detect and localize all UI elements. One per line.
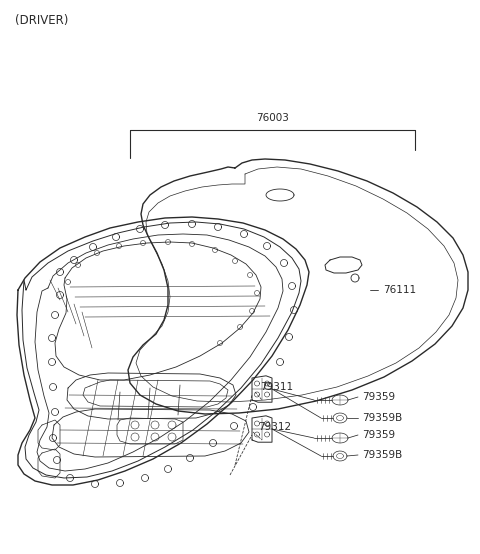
Text: 79312: 79312 <box>258 422 291 432</box>
Text: 79311: 79311 <box>260 382 293 392</box>
Text: 76003: 76003 <box>256 113 289 123</box>
Text: (DRIVER): (DRIVER) <box>15 14 68 27</box>
Text: 79359: 79359 <box>362 392 395 402</box>
Text: 79359B: 79359B <box>362 450 402 460</box>
Text: 76111: 76111 <box>383 285 416 295</box>
Text: 79359: 79359 <box>362 430 395 440</box>
Text: 79359B: 79359B <box>362 413 402 423</box>
